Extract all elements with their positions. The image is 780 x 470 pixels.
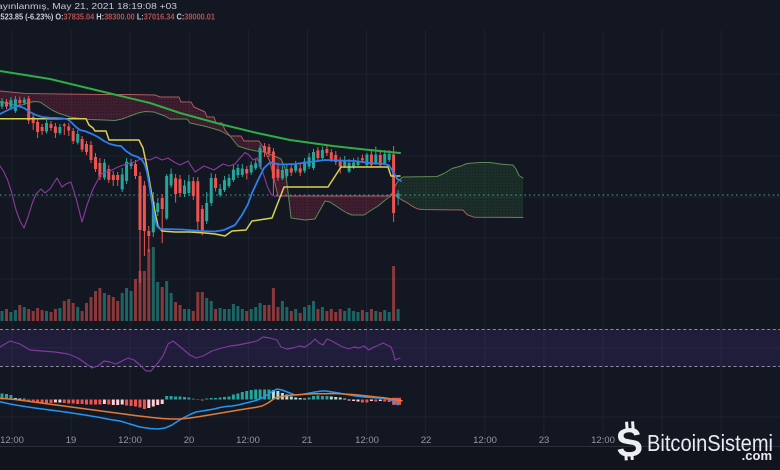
svg-text:.com: .com — [742, 448, 772, 463]
svg-text:12:00: 12:00 — [355, 435, 379, 446]
svg-text:S: S — [615, 420, 645, 466]
svg-text:23: 23 — [539, 435, 550, 446]
svg-text:-2523.85 (-6.23%) O:37835.04 H: -2523.85 (-6.23%) O:37835.04 H:38300.00 … — [0, 12, 215, 22]
svg-text:12:00: 12:00 — [118, 435, 142, 446]
svg-text:12:00: 12:00 — [473, 435, 497, 446]
svg-text:21: 21 — [302, 435, 313, 446]
svg-text:BitcoinSistemi: BitcoinSistemi — [647, 430, 773, 456]
svg-text:19: 19 — [66, 435, 77, 446]
svg-text:ayınlanmış, May 21, 2021 18:19: ayınlanmış, May 21, 2021 18:19:08 +03 — [0, 1, 177, 11]
svg-text:22: 22 — [421, 435, 432, 446]
svg-text:12:00: 12:00 — [0, 435, 24, 446]
svg-text:12:00: 12:00 — [591, 435, 615, 446]
svg-text:20: 20 — [184, 435, 195, 446]
svg-text:12:00: 12:00 — [236, 435, 260, 446]
